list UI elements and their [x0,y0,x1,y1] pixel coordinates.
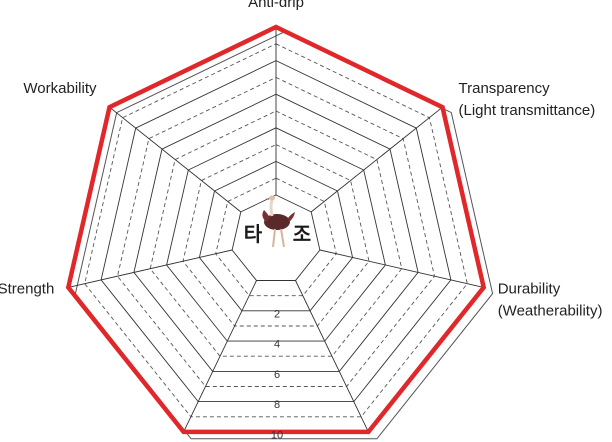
axis-label: Workability [23,80,97,97]
series-polygon [65,24,487,435]
axis-spoke [295,280,369,433]
grid-ring [182,144,370,327]
axis-label: Strength [0,280,54,297]
radar-spokes [68,27,484,433]
grid-ring [198,160,354,312]
tick-label: 10 [271,429,283,441]
tick-label: 8 [274,399,280,411]
tick-label: 2 [274,308,280,320]
axis-label: (Weatherability) [498,302,603,319]
grid-ring [84,43,468,418]
grid-ring [149,110,403,357]
radial-tick-labels: 2 4 6 8 10 [271,308,283,441]
grid-ring [117,76,435,387]
grid-ring [100,60,452,403]
axis-label: Anti-drip [248,0,304,11]
grid-ring [215,177,337,297]
axis-label: (Light transmittance) [459,102,596,119]
logo-char-right: 조 [293,222,311,246]
ostrich-logo: 타 조 [244,195,311,248]
axis-spoke [183,280,257,433]
shadow-polygon [74,31,494,440]
tick-label: 6 [274,369,280,381]
ostrich-icon [262,195,295,248]
grid-ring [231,194,321,281]
grid-ring [166,127,386,342]
radar-series [65,24,487,435]
axis-spoke [109,106,242,213]
logo-char-left: 타 [244,222,263,246]
grid-ring [133,93,419,372]
axis-label: Durability [498,280,561,297]
tick-label: 4 [274,339,280,351]
axis-label: Transparency [459,80,551,97]
axis-spoke [68,249,233,288]
axis-spoke [310,106,443,213]
axis-spoke [319,249,484,288]
chart-shadow-outline [74,31,494,440]
